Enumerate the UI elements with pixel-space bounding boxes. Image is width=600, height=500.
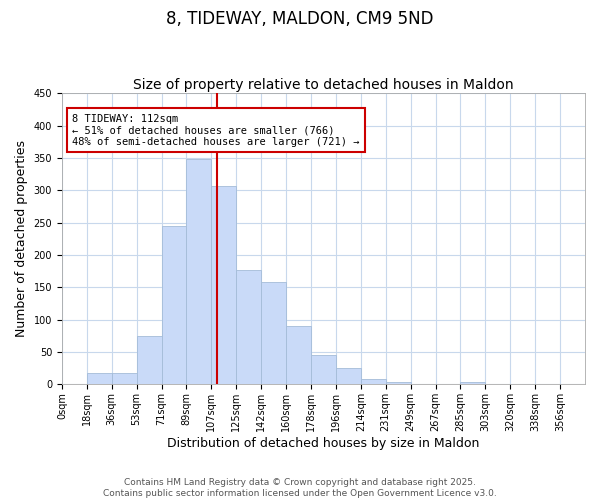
Bar — [87, 374, 112, 384]
Bar — [261, 282, 286, 384]
Text: 8, TIDEWAY, MALDON, CM9 5ND: 8, TIDEWAY, MALDON, CM9 5ND — [166, 10, 434, 28]
Text: 8 TIDEWAY: 112sqm
← 51% of detached houses are smaller (766)
48% of semi-detache: 8 TIDEWAY: 112sqm ← 51% of detached hous… — [73, 114, 360, 147]
Bar — [460, 382, 485, 384]
Bar — [386, 382, 410, 384]
Bar — [236, 270, 261, 384]
Y-axis label: Number of detached properties: Number of detached properties — [15, 140, 28, 338]
Title: Size of property relative to detached houses in Maldon: Size of property relative to detached ho… — [133, 78, 514, 92]
Bar — [187, 159, 211, 384]
Bar — [112, 374, 137, 384]
Bar — [161, 226, 187, 384]
Text: Contains HM Land Registry data © Crown copyright and database right 2025.
Contai: Contains HM Land Registry data © Crown c… — [103, 478, 497, 498]
Bar — [311, 356, 336, 384]
Bar — [286, 326, 311, 384]
Bar — [361, 380, 386, 384]
Bar — [211, 186, 236, 384]
X-axis label: Distribution of detached houses by size in Maldon: Distribution of detached houses by size … — [167, 437, 479, 450]
Bar — [137, 336, 161, 384]
Bar — [336, 368, 361, 384]
